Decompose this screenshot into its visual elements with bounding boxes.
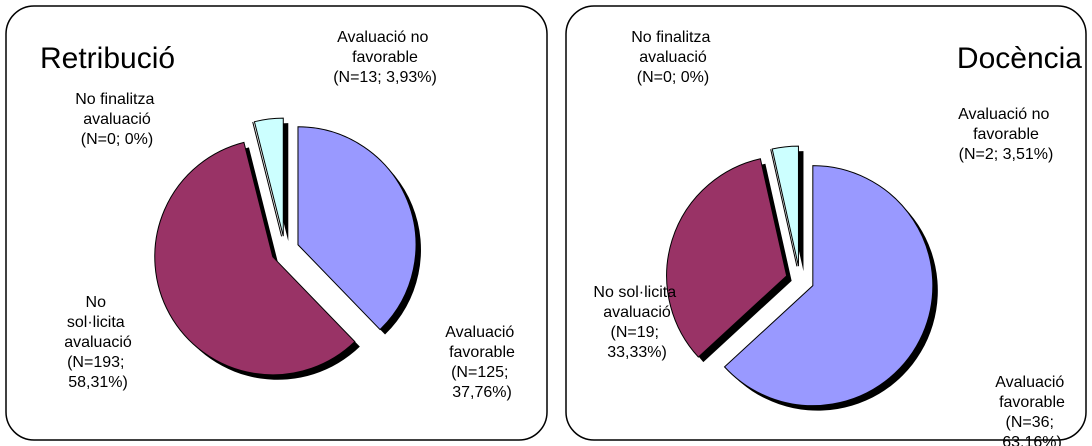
slice-label: No sol·licita avaluació (593, 284, 680, 321)
value-label: (N=19; 33,33%) (607, 324, 667, 361)
slice (723, 165, 934, 407)
slice-label: Avaluació favorable (445, 324, 519, 361)
value-label: (N=2; 3,51%) (959, 146, 1054, 163)
chart-title: Retribució (40, 42, 175, 75)
value-label: (N=125; 37,76%) (451, 364, 513, 401)
slice (770, 149, 798, 267)
slice-label: No finalitza avaluació (75, 91, 159, 128)
slice-label: Avaluació no favorable (337, 29, 433, 66)
slice (154, 141, 356, 376)
slice (253, 117, 284, 237)
value-label: (N=0; 0%) (81, 131, 153, 148)
value-label: (N=13; 3,93%) (333, 69, 437, 86)
slice (297, 126, 417, 331)
panel (5, 5, 548, 441)
slice (252, 121, 283, 237)
slice-label: Avaluació no favorable (958, 106, 1054, 143)
value-label: (N=0; 0%) (637, 69, 709, 86)
value-label: (N=36; 63,16%) (1002, 414, 1062, 446)
slice-label: Avaluació favorable (995, 374, 1069, 411)
chart-title: Docència (957, 42, 1082, 75)
value-label: (N=193; 58,31%) (67, 354, 129, 391)
slice (771, 145, 799, 267)
slice-label: No finalitza avaluació (631, 29, 715, 66)
slice (666, 158, 788, 358)
slice-label: No sol·licita avaluació (64, 294, 132, 351)
